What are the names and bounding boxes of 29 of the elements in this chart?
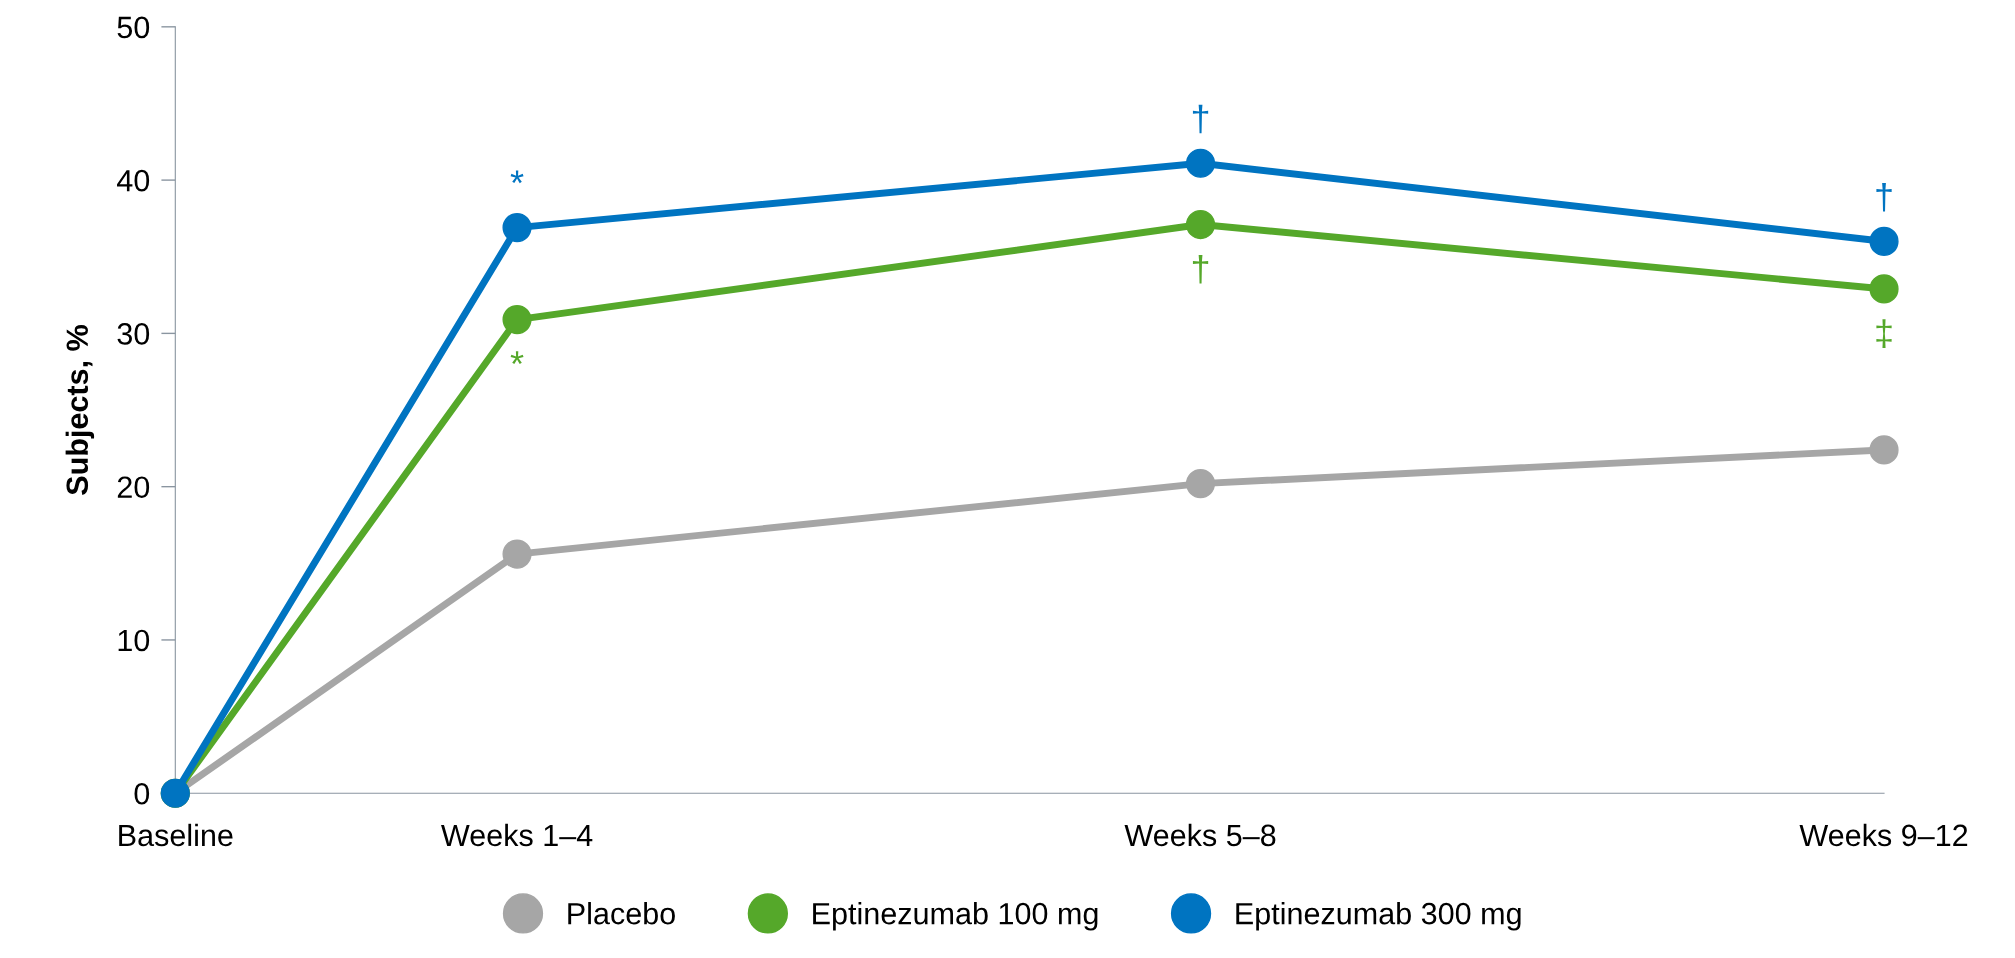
point [502,539,532,569]
annotation: † [1876,182,1892,212]
y-tick-label: 20 [117,476,150,499]
y-tick-label: 10 [118,629,150,652]
x-tick-label: Weeks 1–4 [441,823,593,847]
point [1185,209,1216,240]
point [1869,435,1899,465]
x-tick-label: Weeks 5–8 [1124,823,1276,847]
y-axis-title: Subjects, % [65,325,95,495]
legend-label: Eptinezumab 300 mg [1236,902,1521,931]
y-tick-label: 50 [117,16,150,39]
point [1185,469,1216,499]
legend-label: Placebo [568,902,675,925]
annotation: * [510,170,524,184]
annotation: ‡ [1876,319,1892,348]
annotation: † [1192,254,1209,284]
point [502,213,532,243]
x-tick-label: Weeks 9–12 [1799,823,1968,847]
point [1185,148,1216,178]
point [502,305,532,335]
y-tick-label: 30 [117,323,150,345]
y-tick-label: 40 [117,169,150,192]
point [1869,274,1899,304]
x-tick-label: Baseline [119,823,233,847]
point [1869,226,1899,257]
y-tick-label: 0 [134,782,150,805]
legend-label: Eptinezumab 100 mg [813,902,1098,931]
annotation: † [1192,104,1209,134]
annotation: * [510,351,524,364]
